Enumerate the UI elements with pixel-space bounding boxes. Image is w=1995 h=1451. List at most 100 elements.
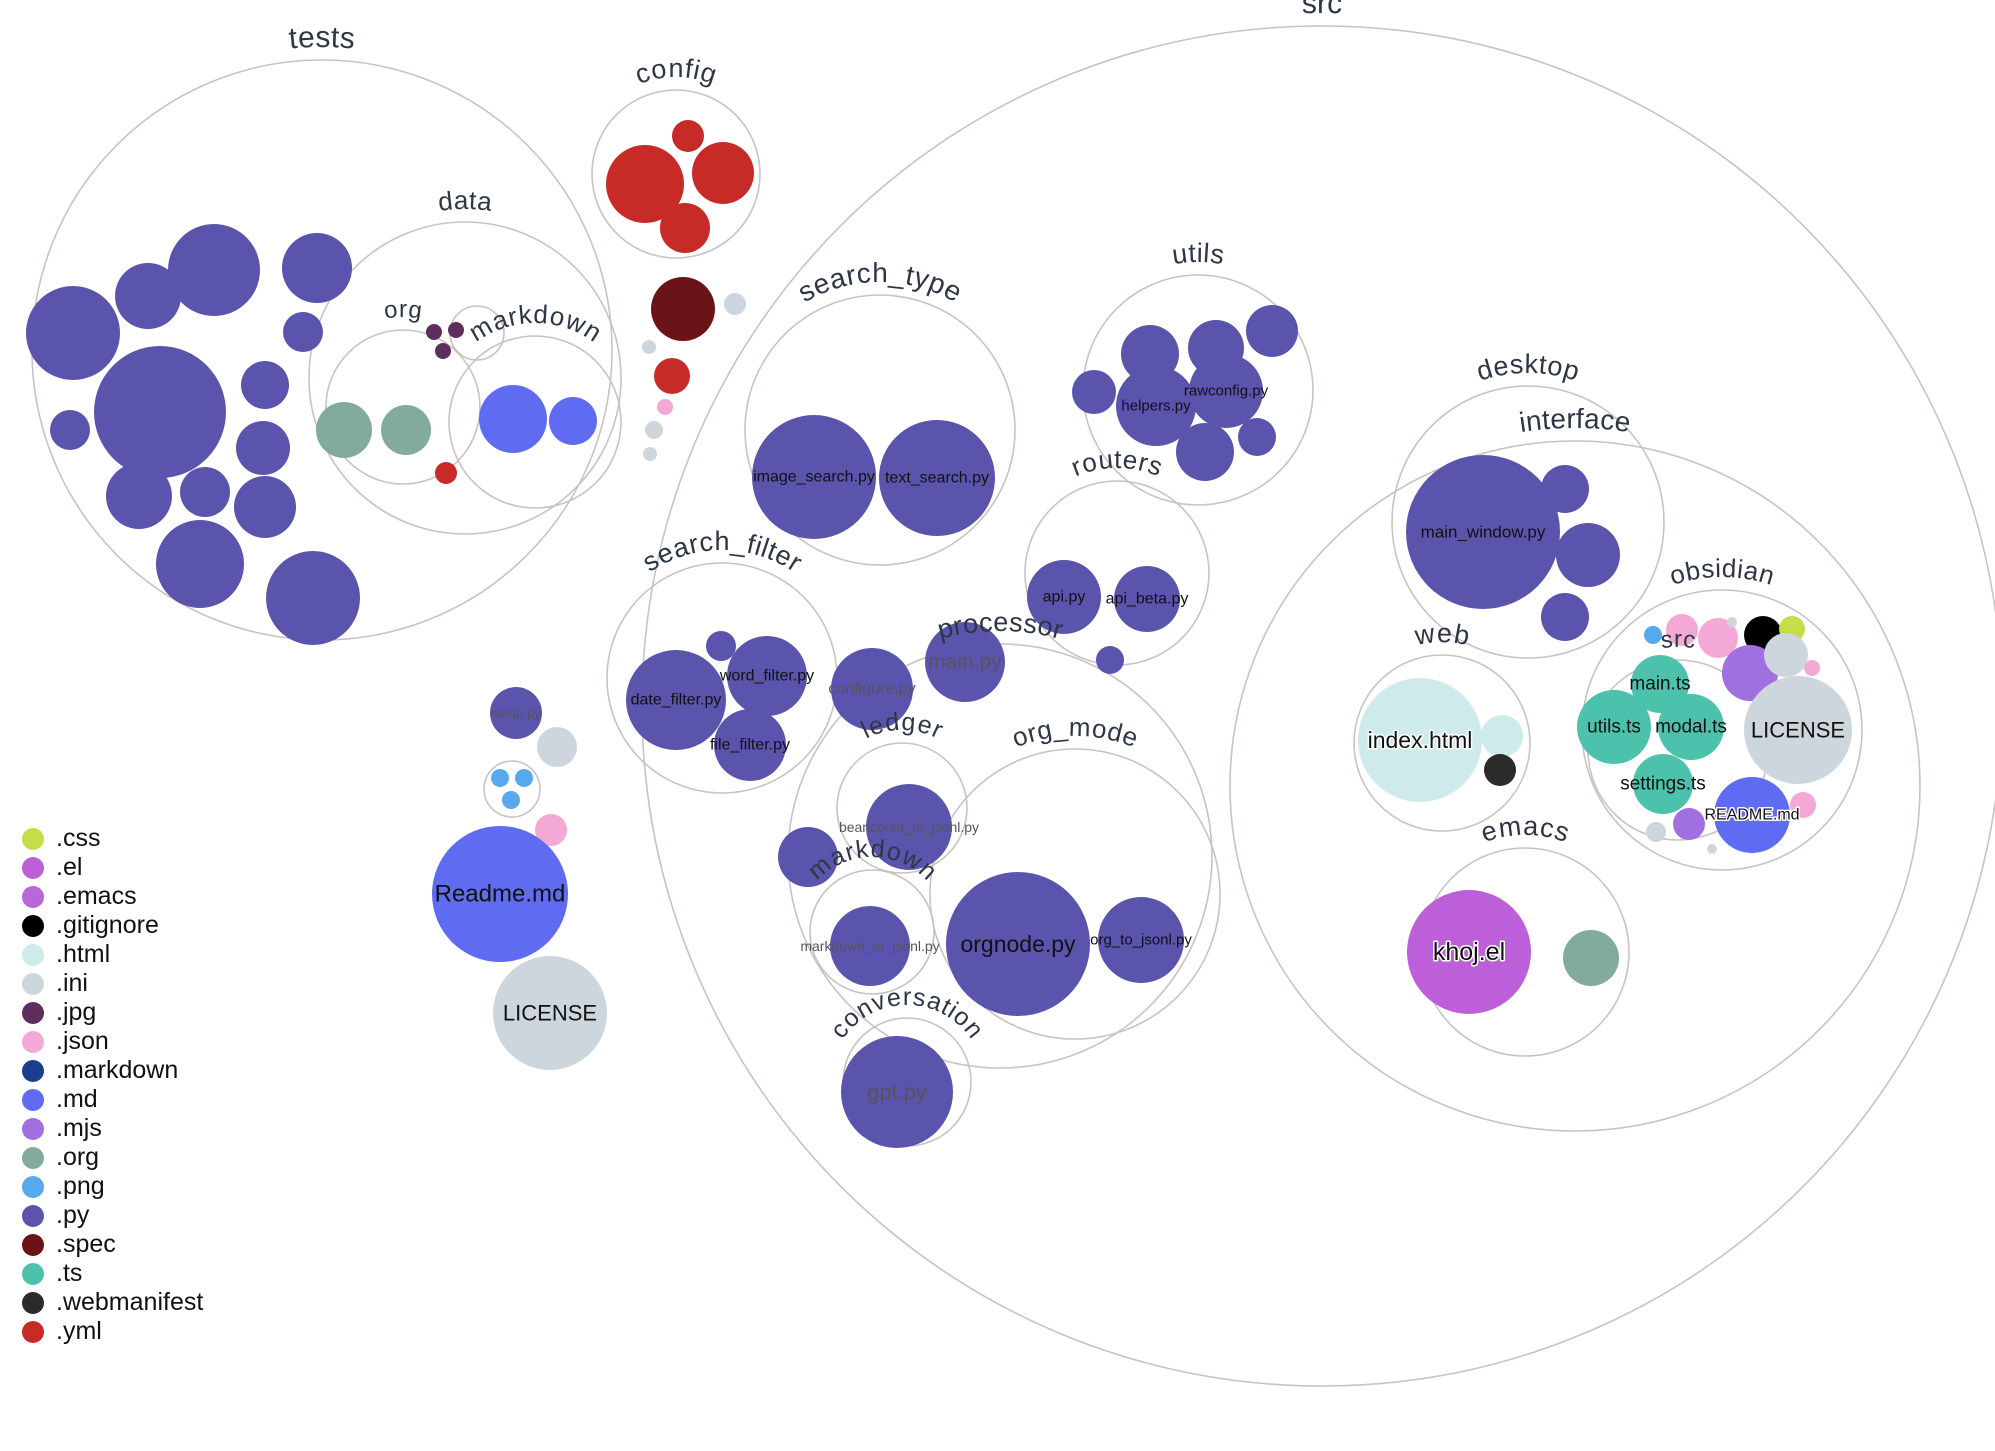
leaf-circle-py[interactable] — [115, 263, 181, 329]
leaf-circle-yml[interactable] — [692, 142, 754, 204]
legend-item-markdown[interactable]: .markdown — [22, 1056, 203, 1085]
leaf-circle-py[interactable] — [234, 476, 296, 538]
leaf-circle-py[interactable] — [282, 233, 352, 303]
leaf-circle-py[interactable] — [706, 631, 736, 661]
leaf-circle-png[interactable] — [515, 769, 533, 787]
group-circle-interface[interactable] — [1229, 440, 1921, 1132]
leaf-circle-py[interactable] — [1541, 593, 1589, 641]
leaf-circle-ini[interactable] — [1764, 633, 1808, 677]
leaf-circle-py[interactable] — [1238, 418, 1276, 456]
leaf-circle-ini[interactable] — [643, 447, 657, 461]
group-circle-ledger[interactable] — [836, 742, 968, 874]
leaf-circle-webmanifest[interactable] — [1484, 754, 1516, 786]
legend-item-jpg[interactable]: .jpg — [22, 998, 203, 1027]
leaf-circle-py[interactable] — [1556, 523, 1620, 587]
group-circle-org[interactable] — [325, 329, 481, 485]
leaf-circle-ini[interactable] — [724, 293, 746, 315]
leaf-circle-json[interactable] — [1790, 792, 1816, 818]
leaf-circle-py[interactable] — [1176, 423, 1234, 481]
legend-item-mjs[interactable]: .mjs — [22, 1114, 203, 1143]
leaf-circle-yml[interactable] — [606, 145, 684, 223]
leaf-circle-configure.py[interactable] — [831, 648, 913, 730]
leaf-circle-py[interactable] — [1246, 305, 1298, 357]
legend-item-png[interactable]: .png — [22, 1172, 203, 1201]
leaf-circle-date_filter.py[interactable] — [626, 650, 726, 750]
leaf-circle-png[interactable] — [491, 769, 509, 787]
leaf-circle-yml[interactable] — [660, 203, 710, 253]
legend-item-gitignore[interactable]: .gitignore — [22, 911, 203, 940]
leaf-circle-py[interactable] — [26, 286, 120, 380]
leaf-circle-org[interactable] — [381, 405, 431, 455]
leaf-circle-yml[interactable] — [435, 462, 457, 484]
leaf-circle-md[interactable] — [479, 385, 547, 453]
leaf-circle-rawconfig.py[interactable] — [1189, 354, 1263, 428]
leaf-circle-ini[interactable] — [1727, 617, 1737, 627]
leaf-circle-ini[interactable] — [642, 340, 656, 354]
legend-item-json[interactable]: .json — [22, 1027, 203, 1056]
leaf-circle-README.md[interactable] — [1714, 777, 1790, 853]
leaf-circle-image_search.py[interactable] — [752, 415, 876, 539]
group-circle-search_type[interactable] — [744, 294, 1016, 566]
leaf-circle-Readme.md[interactable] — [432, 826, 568, 962]
leaf-circle-jpg[interactable] — [435, 343, 451, 359]
legend-item-webmanifest[interactable]: .webmanifest — [22, 1288, 203, 1317]
leaf-circle-py[interactable] — [168, 224, 260, 316]
legend-item-ini[interactable]: .ini — [22, 969, 203, 998]
leaf-circle-main.py[interactable] — [925, 622, 1005, 702]
leaf-circle-file_filter.py[interactable] — [714, 709, 786, 781]
leaf-circle-jpg[interactable] — [426, 324, 442, 340]
legend-item-py[interactable]: .py — [22, 1201, 203, 1230]
legend-item-spec[interactable]: .spec — [22, 1230, 203, 1259]
legend-item-ts[interactable]: .ts — [22, 1259, 203, 1288]
leaf-circle-png[interactable] — [502, 791, 520, 809]
leaf-circle-py[interactable] — [241, 361, 289, 409]
group-circle-markdown[interactable] — [448, 335, 622, 509]
group-circle-web[interactable] — [1353, 654, 1531, 832]
leaf-circle-org_to_jsonl.py[interactable] — [1098, 897, 1184, 983]
leaf-circle-ini[interactable] — [645, 421, 663, 439]
legend-item-yml[interactable]: .yml — [22, 1317, 203, 1346]
leaf-circle-ini[interactable] — [1646, 822, 1666, 842]
leaf-circle-png[interactable] — [1644, 626, 1662, 644]
leaf-circle-json[interactable] — [1666, 614, 1698, 646]
leaf-circle-json[interactable] — [1698, 618, 1738, 658]
leaf-circle-ini[interactable] — [1707, 844, 1717, 854]
leaf-circle-word_filter.py[interactable] — [727, 636, 807, 716]
leaf-circle-py[interactable] — [94, 346, 226, 478]
leaf-circle-beancount_to_jsonl.py[interactable] — [866, 784, 952, 870]
legend-item-html[interactable]: .html — [22, 940, 203, 969]
legend-item-md[interactable]: .md — [22, 1085, 203, 1114]
leaf-circle-spec[interactable] — [651, 277, 715, 341]
leaf-circle-yml[interactable] — [654, 358, 690, 394]
leaf-circle-yml[interactable] — [672, 120, 704, 152]
leaf-circle-khoj.el[interactable] — [1407, 890, 1531, 1014]
leaf-circle-org[interactable] — [316, 402, 372, 458]
leaf-circle-py[interactable] — [778, 827, 838, 887]
leaf-circle-modal.ts[interactable] — [1658, 694, 1724, 760]
group-circle-png-group[interactable] — [483, 760, 541, 818]
leaf-circle-py[interactable] — [1541, 465, 1589, 513]
legend-item-emacs[interactable]: .emacs — [22, 882, 203, 911]
group-circle-markdown2[interactable] — [809, 869, 935, 995]
group-circle-org_mode[interactable] — [929, 748, 1221, 1040]
legend-item-css[interactable]: .css — [22, 824, 203, 853]
leaf-circle-org[interactable] — [1563, 930, 1619, 986]
leaf-circle-settings.ts[interactable] — [1633, 754, 1693, 814]
leaf-circle-py[interactable] — [106, 463, 172, 529]
leaf-circle-index.html[interactable] — [1358, 678, 1482, 802]
leaf-circle-json[interactable] — [535, 814, 567, 846]
leaf-circle-LICENSE[interactable] — [493, 956, 607, 1070]
leaf-circle-gpt.py[interactable] — [841, 1036, 953, 1148]
leaf-circle-json[interactable] — [1804, 660, 1820, 676]
leaf-circle-py[interactable] — [50, 410, 90, 450]
leaf-circle-setup.py[interactable] — [490, 687, 542, 739]
group-circle-data[interactable] — [308, 221, 622, 535]
leaf-circle-main_window.py[interactable] — [1406, 455, 1560, 609]
leaf-circle-json[interactable] — [657, 399, 673, 415]
leaf-circle-jpg[interactable] — [448, 322, 464, 338]
leaf-circle-mjs[interactable] — [1673, 808, 1705, 840]
leaf-circle-md[interactable] — [549, 397, 597, 445]
leaf-circle-helpers.py[interactable] — [1116, 366, 1196, 446]
legend-item-org[interactable]: .org — [22, 1143, 203, 1172]
leaf-circle-py[interactable] — [283, 312, 323, 352]
